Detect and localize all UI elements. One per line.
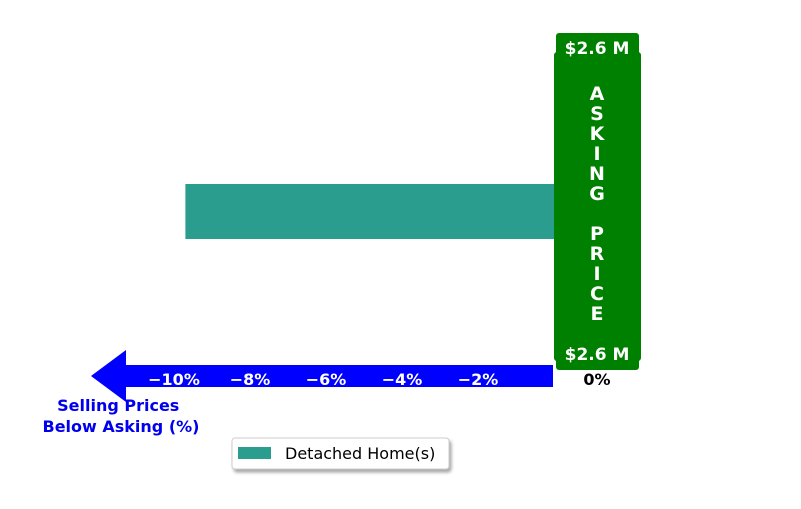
bars-layer xyxy=(185,184,554,239)
asking-price-bottom-label: $2.6 M xyxy=(565,345,630,365)
asking-price-bar xyxy=(554,52,641,361)
legend-box xyxy=(231,437,450,470)
x-tick-label: −4% xyxy=(382,370,423,389)
zero-tick-label: 0% xyxy=(583,370,610,389)
x-tick-label: −6% xyxy=(306,370,347,389)
asking-price-top-box xyxy=(556,33,639,62)
x-tick-label: −2% xyxy=(458,370,499,389)
bar-detached-home-s- xyxy=(185,184,554,239)
x-axis-label: Selling Prices Below Asking (%) xyxy=(43,396,200,436)
x-tick-label: −10% xyxy=(148,370,200,389)
legend: Detached Home(s) xyxy=(231,437,450,470)
asking-price-bottom-box xyxy=(556,340,639,370)
legend-entry-label: Detached Home(s) xyxy=(285,444,435,463)
x-axis-arrow xyxy=(91,350,553,402)
x-tick-label: −8% xyxy=(230,370,271,389)
x-axis-label-line-1: Selling Prices xyxy=(57,396,179,415)
x-tick-labels: −10% −8% −6% −4% −2% xyxy=(148,370,498,389)
legend-swatch xyxy=(238,447,271,459)
asking-price-top-label: $2.6 M xyxy=(565,39,630,59)
x-axis-label-line-2: Below Asking (%) xyxy=(43,417,200,436)
